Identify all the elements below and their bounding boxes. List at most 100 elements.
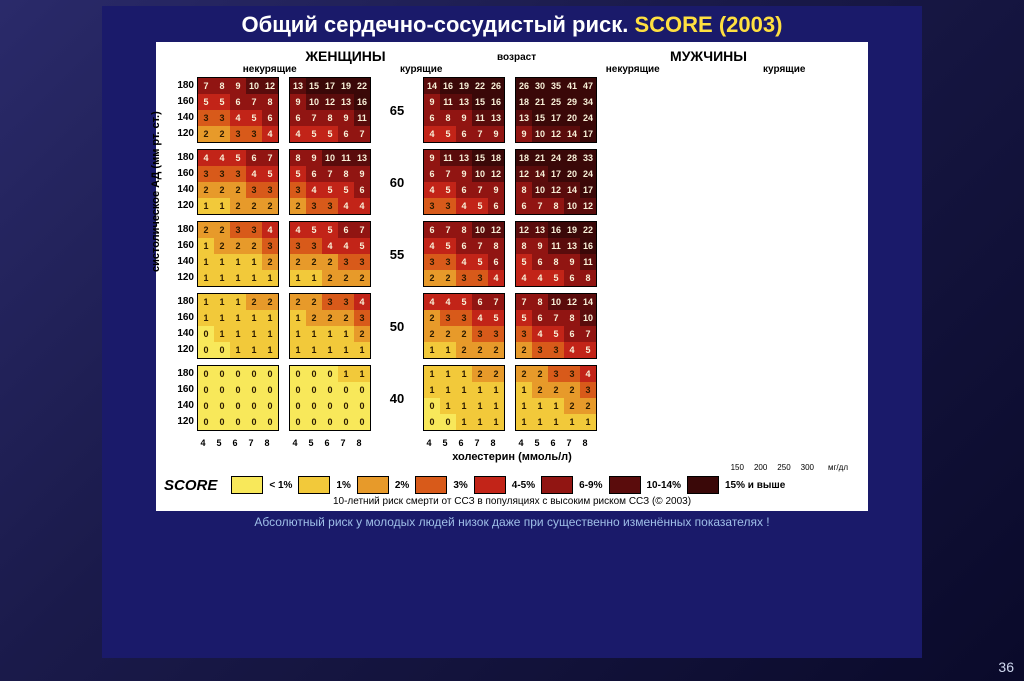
risk-cell: 6 — [472, 294, 488, 310]
risk-cell: 12 — [516, 222, 532, 238]
risk-cell: 28 — [564, 150, 580, 166]
risk-cell: 0 — [246, 382, 262, 398]
source-line: 10-летний риск смерти от ССЗ в популяция… — [164, 496, 860, 507]
risk-cell: 4 — [354, 294, 370, 310]
risk-cell: 3 — [354, 310, 370, 326]
page-number: 36 — [998, 659, 1014, 675]
bp-labels: 180160140120 — [164, 150, 197, 214]
risk-cell: 8 — [548, 198, 564, 214]
grid-women-sm-40: 00011000000000000000 — [289, 365, 371, 431]
risk-cell: 9 — [306, 150, 322, 166]
risk-cell: 7 — [548, 310, 564, 326]
risk-cell: 2 — [440, 270, 456, 286]
risk-cell: 7 — [322, 166, 338, 182]
risk-cell: 17 — [580, 126, 596, 142]
x-axis-ticks: 45678456784567845678 — [194, 437, 860, 449]
risk-cell: 8 — [322, 110, 338, 126]
risk-cell: 17 — [548, 166, 564, 182]
risk-cell: 6 — [456, 238, 472, 254]
risk-cell: 0 — [214, 342, 230, 358]
risk-cell: 0 — [262, 414, 278, 430]
risk-cell: 5 — [230, 150, 246, 166]
risk-cell: 29 — [564, 94, 580, 110]
grid-men-sm-60: 182124283312141720248101214176781012 — [515, 149, 597, 215]
grid-men-nonsm-50: 44567233452223311222 — [423, 293, 505, 359]
risk-cell: 7 — [580, 326, 596, 342]
risk-cell: 5 — [306, 222, 322, 238]
age-rows-container: 1801601401207891012556783345622334131517… — [164, 77, 860, 431]
risk-cell: 0 — [322, 398, 338, 414]
risk-cell: 1 — [306, 270, 322, 286]
risk-cell: 35 — [548, 78, 564, 94]
risk-cell: 22 — [580, 222, 596, 238]
risk-cell: 10 — [472, 222, 488, 238]
grid-women-nonsm-55: 22334122231111211111 — [197, 221, 279, 287]
risk-cell: 4 — [290, 126, 306, 142]
risk-cell: 10 — [472, 166, 488, 182]
risk-cell: 2 — [424, 270, 440, 286]
risk-cell: 5 — [440, 182, 456, 198]
risk-cell: 12 — [548, 126, 564, 142]
risk-cell: 4 — [424, 294, 440, 310]
risk-cell: 17 — [580, 182, 596, 198]
risk-cell: 8 — [532, 294, 548, 310]
legend-swatch — [357, 476, 389, 494]
risk-cell: 2 — [214, 238, 230, 254]
risk-cell: 41 — [564, 78, 580, 94]
risk-cell: 1 — [246, 254, 262, 270]
risk-cell: 5 — [548, 270, 564, 286]
risk-cell: 16 — [548, 222, 564, 238]
risk-cell: 3 — [306, 198, 322, 214]
risk-cell: 2 — [338, 310, 354, 326]
risk-cell: 1 — [198, 310, 214, 326]
risk-cell: 3 — [338, 254, 354, 270]
risk-cell: 3 — [198, 110, 214, 126]
risk-cell: 4 — [456, 198, 472, 214]
risk-cell: 9 — [424, 94, 440, 110]
risk-cell: 5 — [516, 310, 532, 326]
risk-cell: 21 — [532, 94, 548, 110]
risk-cell: 25 — [548, 94, 564, 110]
risk-cell: 12 — [548, 182, 564, 198]
risk-cell: 2 — [532, 382, 548, 398]
risk-cell: 4 — [488, 270, 504, 286]
risk-cell: 1 — [424, 342, 440, 358]
risk-cell: 1 — [306, 342, 322, 358]
risk-cell: 5 — [354, 238, 370, 254]
risk-cell: 7 — [354, 222, 370, 238]
risk-cell: 2 — [354, 326, 370, 342]
risk-cell: 2 — [306, 294, 322, 310]
risk-cell: 4 — [262, 222, 278, 238]
risk-cell: 9 — [564, 254, 580, 270]
risk-cell: 1 — [246, 342, 262, 358]
risk-cell: 1 — [214, 254, 230, 270]
risk-cell: 1 — [306, 326, 322, 342]
risk-cell: 4 — [198, 150, 214, 166]
grid-women-sm-55: 45567334452223311222 — [289, 221, 371, 287]
grid-women-nonsm-40: 00000000000000000000 — [197, 365, 279, 431]
risk-cell: 1 — [516, 398, 532, 414]
risk-cell: 1 — [456, 366, 472, 382]
risk-cell: 9 — [532, 238, 548, 254]
risk-cell: 9 — [354, 166, 370, 182]
risk-cell: 1 — [440, 398, 456, 414]
risk-cell: 33 — [580, 150, 596, 166]
risk-cell: 8 — [564, 310, 580, 326]
risk-cell: 5 — [246, 110, 262, 126]
age-row-40: 1801601401200000000000000000000000011000… — [164, 365, 860, 431]
risk-cell: 2 — [230, 198, 246, 214]
legend-swatch — [298, 476, 330, 494]
risk-cell: 1 — [548, 398, 564, 414]
risk-cell: 2 — [548, 382, 564, 398]
risk-cell: 10 — [306, 94, 322, 110]
risk-cell: 30 — [532, 78, 548, 94]
risk-cell: 4 — [262, 126, 278, 142]
risk-cell: 1 — [214, 198, 230, 214]
risk-cell: 34 — [580, 94, 596, 110]
legend-label: 1% — [336, 480, 350, 491]
risk-cell: 1 — [214, 326, 230, 342]
risk-cell: 3 — [262, 238, 278, 254]
risk-cell: 7 — [472, 126, 488, 142]
risk-cell: 4 — [306, 182, 322, 198]
bp-labels: 180160140120 — [164, 222, 197, 286]
